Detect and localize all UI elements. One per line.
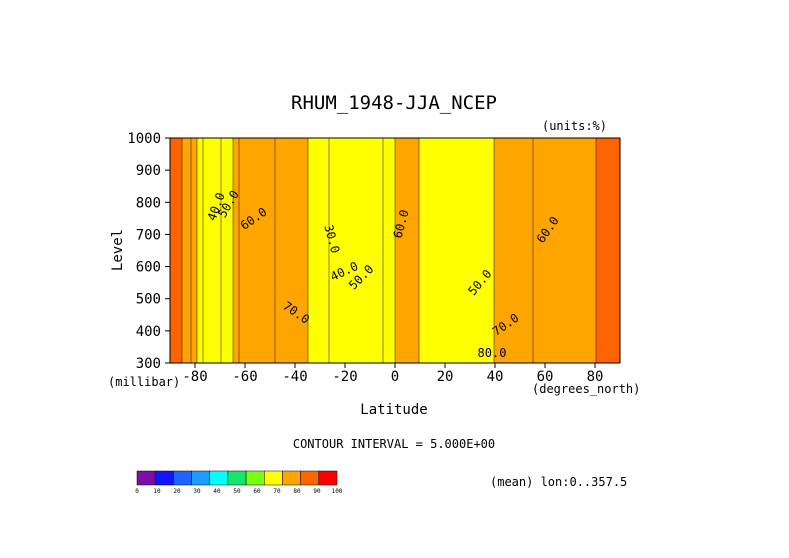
y-axis-label: Level (110, 229, 126, 271)
y-tick-label: 900 (136, 163, 161, 179)
x-tick-label: -80 (182, 369, 207, 385)
contour-interval-label: CONTOUR INTERVAL = 5.000E+00 (293, 437, 495, 451)
contour-label: 80.0 (478, 346, 507, 360)
x-tick-label: 20 (437, 369, 454, 385)
mean-label: (mean) lon:0..357.5 (490, 475, 627, 489)
colorbar-swatch (300, 470, 320, 486)
x-tick-label: -20 (332, 369, 357, 385)
colorbar-label: 80 (293, 488, 301, 495)
x-units-label: (degrees_north) (532, 382, 640, 396)
y-tick-label: 300 (136, 356, 161, 372)
colorbar-label: 0 (135, 488, 139, 495)
x-tick-label: 40 (487, 369, 504, 385)
x-tick-label: -60 (232, 369, 257, 385)
x-tick-label: 80 (587, 369, 604, 385)
colorbar-label: 70 (273, 488, 281, 495)
y-tick-label: 700 (136, 227, 161, 243)
colorbar-label: 40 (213, 488, 221, 495)
y-tick-label: 400 (136, 324, 161, 340)
colorbar-swatch (282, 470, 301, 486)
colorbar-label: 90 (313, 488, 321, 495)
colorbar-swatch (209, 470, 229, 486)
colorbar-swatch (318, 470, 338, 486)
y-axis: 300 400 500 600 700 800 900 1000 (127, 131, 170, 372)
colorbar-label: 100 (332, 488, 343, 495)
colorbar-swatch (136, 470, 156, 486)
y-tick-label: 800 (136, 195, 161, 211)
y-tick-label: 500 (136, 292, 161, 308)
colorbar-swatch (173, 470, 192, 486)
colorbar-label: 60 (253, 488, 261, 495)
units-label: (units:%) (542, 119, 607, 133)
y-units-label: (millibar) (108, 375, 180, 389)
colorbar-swatch (245, 470, 265, 486)
y-tick-label: 1000 (127, 131, 161, 147)
x-axis-label: Latitude (360, 402, 427, 418)
x-axis: -80 -60 -40 -20 0 20 40 60 80 (182, 363, 603, 385)
colorbar-swatch (264, 470, 283, 486)
colorbar-label: 20 (173, 488, 181, 495)
colorbar-label: 30 (193, 488, 201, 495)
colorbar-swatch (154, 470, 174, 486)
contour-fill (170, 138, 621, 364)
x-tick-label: 60 (537, 369, 554, 385)
colorbar-swatch (191, 470, 210, 486)
x-tick-label: 0 (391, 369, 399, 385)
colorbar-swatch (227, 470, 247, 486)
contour-lines (181, 138, 597, 363)
chart-title: RHUM_1948-JJA_NCEP (291, 92, 497, 114)
y-tick-label: 600 (136, 260, 161, 276)
colorbar-label: 10 (153, 488, 161, 495)
x-tick-label: -40 (282, 369, 307, 385)
colorbar-label: 50 (233, 488, 241, 495)
colorbar: 0 10 20 30 40 50 60 70 80 90 100 (135, 470, 343, 495)
